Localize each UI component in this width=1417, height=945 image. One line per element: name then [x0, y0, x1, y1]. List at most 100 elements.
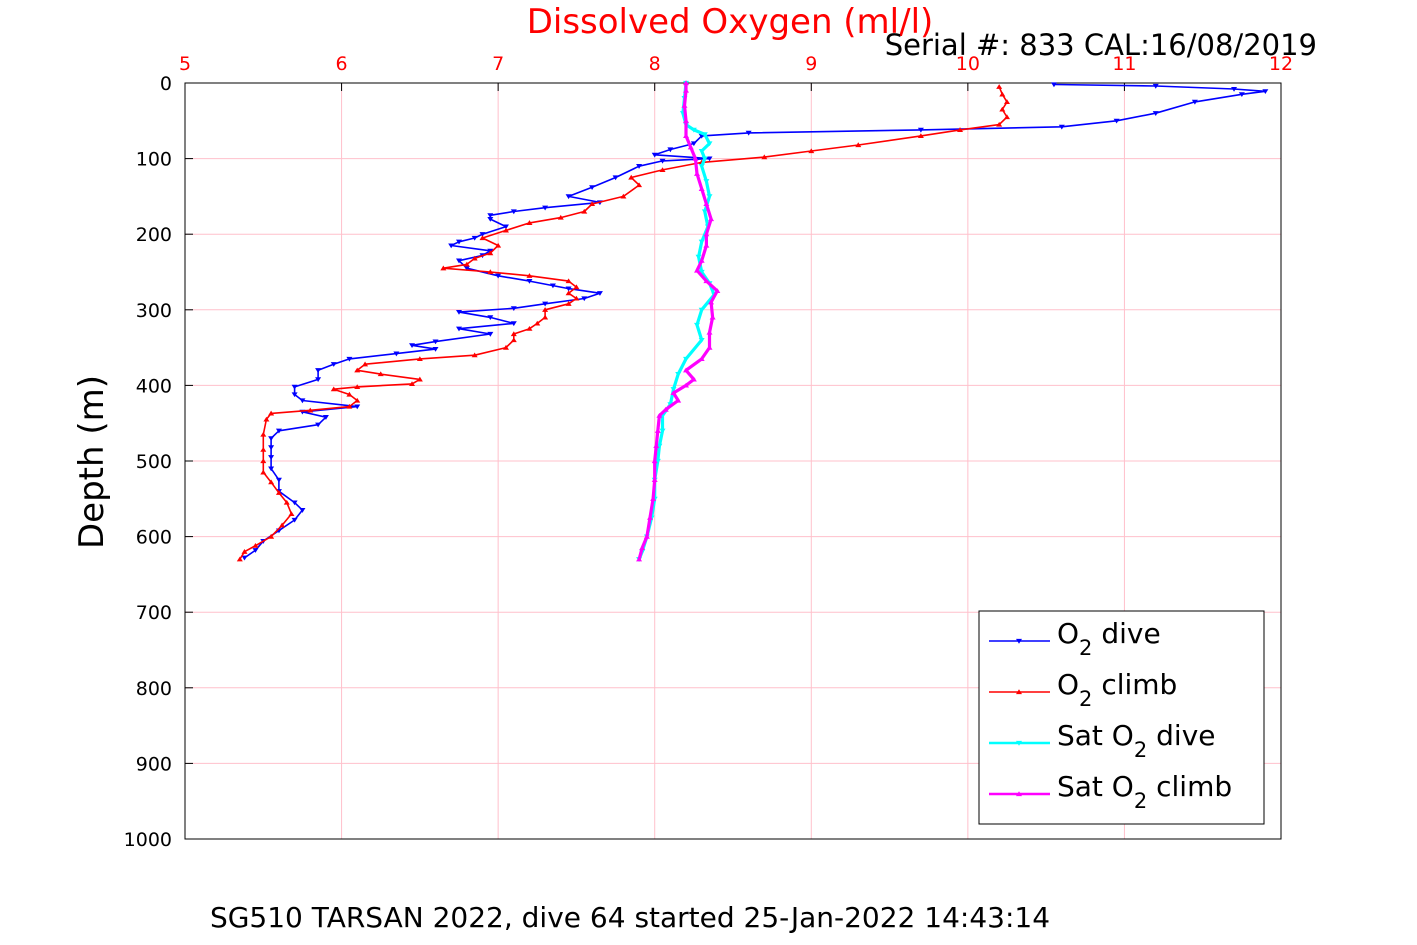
y-tick-label: 100	[136, 149, 172, 171]
legend-label: O2 climb	[1057, 668, 1177, 711]
data-point-o2-dive	[354, 404, 361, 410]
data-point-sat-o2-climb	[703, 201, 710, 207]
legend-item-o2-dive: O2 dive	[989, 617, 1161, 660]
data-point-o2-climb	[510, 337, 517, 343]
data-point-o2-climb	[268, 410, 275, 416]
data-point-o2-dive	[291, 384, 298, 390]
data-point-sat-o2-climb	[656, 412, 663, 418]
data-point-sat-o2-climb	[708, 216, 715, 222]
legend-label-subscript: 2	[1079, 687, 1092, 711]
x-tick-label: 11	[1112, 53, 1136, 75]
data-series	[236, 80, 1269, 562]
data-point-o2-dive	[456, 239, 462, 245]
series-line-o2-climb	[239, 86, 1008, 560]
x-tick-label: 5	[179, 53, 191, 75]
data-point-o2-dive	[581, 296, 588, 302]
data-point-o2-climb	[502, 344, 509, 350]
data-point-sat-o2-dive	[698, 269, 705, 275]
data-point-o2-climb	[855, 142, 862, 148]
data-point-o2-dive	[241, 555, 248, 561]
legend-item-sat-o2-dive: Sat O2 dive	[989, 719, 1215, 762]
data-point-o2-dive	[502, 224, 509, 230]
data-point-o2-climb	[283, 499, 290, 505]
data-point-sat-o2-dive	[706, 141, 713, 147]
data-point-o2-climb	[999, 91, 1006, 97]
data-point-sat-o2-climb	[708, 299, 715, 305]
data-point-o2-climb	[487, 250, 494, 256]
data-point-o2-dive	[268, 445, 275, 451]
data-point-o2-climb	[534, 320, 541, 326]
y-tick-label: 300	[136, 300, 172, 322]
data-point-o2-dive	[526, 278, 533, 284]
data-point-sat-o2-climb	[675, 397, 682, 403]
y-tick-label: 200	[136, 224, 172, 246]
data-point-sat-o2-climb	[703, 242, 710, 248]
series-line-o2-dive	[244, 83, 1267, 559]
legend-label-main: Sat O	[1057, 719, 1134, 752]
data-point-o2-climb	[808, 148, 815, 154]
legend-marker	[1016, 638, 1022, 644]
legend-label-subscript: 2	[1134, 738, 1147, 762]
data-point-sat-o2-dive	[659, 428, 666, 434]
data-point-o2-dive	[456, 326, 462, 332]
data-point-o2-climb	[1004, 99, 1010, 104]
data-point-o2-climb	[502, 227, 509, 233]
legend-label-main: O	[1057, 617, 1079, 650]
data-point-sat-o2-climb	[636, 556, 643, 562]
data-point-o2-dive	[636, 164, 643, 169]
data-point-o2-climb	[416, 356, 423, 362]
data-point-o2-climb	[996, 84, 1003, 89]
data-point-o2-dive	[346, 356, 353, 362]
data-point-sat-o2-dive	[698, 164, 705, 169]
data-point-o2-climb	[260, 469, 267, 475]
y-tick-label: 0	[160, 73, 172, 95]
y-tick-label: 700	[136, 602, 172, 624]
legend-label-suffix: climb	[1092, 668, 1177, 701]
data-point-o2-climb	[565, 290, 572, 296]
data-point-o2-dive	[275, 477, 282, 483]
data-point-sat-o2-climb	[683, 133, 690, 139]
data-point-o2-climb	[636, 182, 643, 188]
legend-box	[978, 610, 1265, 825]
x-tick-label: 7	[492, 53, 504, 75]
data-point-o2-climb	[268, 533, 275, 539]
data-point-o2-climb	[479, 235, 486, 241]
data-point-sat-o2-climb	[651, 477, 658, 482]
data-point-o2-climb	[463, 261, 470, 267]
data-point-o2-dive	[432, 347, 439, 352]
data-point-o2-climb	[996, 121, 1003, 127]
data-point-o2-climb	[917, 133, 924, 139]
data-point-o2-dive	[456, 309, 462, 315]
x-tick-label: 12	[1269, 53, 1293, 75]
y-tick-labels: 0 100 200 300 400 500 600 700 800 900 1000	[124, 73, 193, 851]
series-sat-o2-climb	[636, 80, 721, 562]
series-o2-climb	[236, 84, 1010, 562]
legend-label-subscript: 2	[1079, 636, 1092, 660]
data-point-sat-o2-dive	[670, 387, 677, 392]
series-line-sat-o2-dive	[637, 82, 716, 560]
data-point-o2-climb	[526, 220, 533, 225]
data-point-o2-dive	[510, 306, 517, 311]
data-point-sat-o2-climb	[670, 390, 677, 396]
data-point-o2-climb	[526, 326, 533, 331]
data-point-sat-o2-dive	[701, 209, 708, 215]
legend-marker	[1016, 740, 1022, 746]
legend-marker	[1016, 689, 1022, 695]
data-point-o2-climb	[510, 331, 517, 337]
data-point-sat-o2-dive	[698, 239, 705, 245]
data-point-sat-o2-dive	[698, 337, 705, 343]
data-point-sat-o2-dive	[706, 194, 713, 200]
data-point-o2-climb	[241, 549, 248, 554]
data-point-sat-o2-climb	[698, 356, 705, 362]
data-point-o2-dive	[409, 343, 416, 349]
data-point-o2-climb	[471, 352, 478, 358]
data-point-o2-dive	[495, 273, 502, 279]
data-point-o2-climb	[999, 106, 1006, 112]
data-point-o2-dive	[510, 321, 517, 327]
data-point-sat-o2-climb	[709, 314, 716, 320]
data-point-sat-o2-climb	[683, 382, 690, 388]
legend-label-suffix: dive	[1147, 719, 1215, 752]
data-point-o2-climb	[354, 397, 361, 403]
data-point-o2-climb	[495, 242, 502, 248]
series-line-sat-o2-climb	[637, 83, 719, 560]
